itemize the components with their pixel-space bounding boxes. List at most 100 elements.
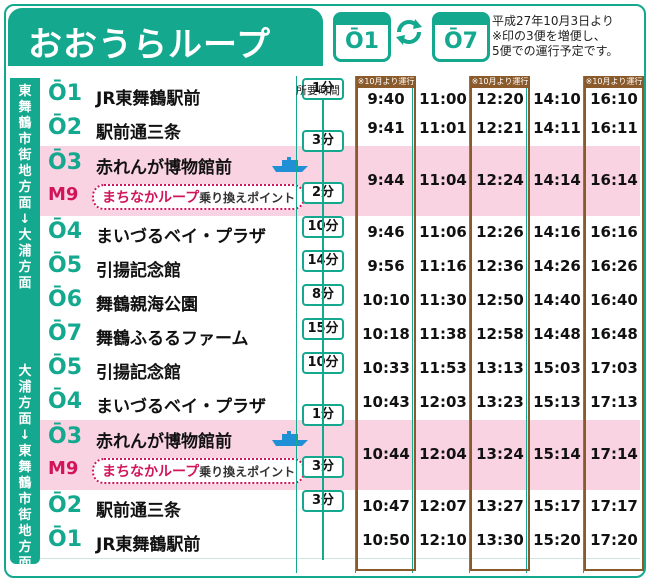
direction-char: 面 <box>18 196 32 211</box>
direction-char: 鶴 <box>18 116 32 131</box>
duration-header: 所要時間 <box>296 84 340 97</box>
transfer-point-label: 乗り換えポイント <box>199 465 296 479</box>
travel-duration: 1分 <box>302 78 344 100</box>
added-service-badge: ※10月より運行 <box>356 76 416 88</box>
route-start-label: Ō1 <box>344 29 379 54</box>
stop-code: Ō5 <box>48 355 83 380</box>
direction-char: 市 <box>18 132 32 147</box>
transfer-line-name: まちなかループ <box>102 190 200 206</box>
departure-time: 9:46 <box>367 223 405 241</box>
stop-name: まいづるベイ・プラザ <box>96 397 266 417</box>
departure-time: 12:58 <box>476 325 524 343</box>
departure-time: 15:14 <box>533 445 581 463</box>
direction-char: 地 <box>18 524 32 539</box>
departure-time: 14:40 <box>533 291 581 309</box>
stop-code: Ō1 <box>48 81 83 106</box>
departure-time: 12:10 <box>419 531 467 549</box>
page-title: おおうらループ <box>28 25 271 65</box>
departure-time: 10:18 <box>362 325 410 343</box>
departure-time: 16:16 <box>590 223 638 241</box>
departure-time: 11:16 <box>419 257 467 275</box>
departure-time: 12:07 <box>419 497 467 515</box>
transfer-code: M9 <box>48 458 79 479</box>
stop-name: 赤れんが博物館前 <box>96 158 232 178</box>
departure-time: 10:47 <box>362 497 410 515</box>
departure-time: 11:38 <box>419 325 467 343</box>
direction-char: 方 <box>18 260 32 275</box>
direction-char: 東 <box>18 84 32 99</box>
added-service-column: ※10月より運行 <box>470 76 530 571</box>
boat-icon <box>272 157 308 172</box>
direction-char: 鶴 <box>18 476 32 491</box>
direction-char: 方 <box>18 396 32 411</box>
stop-code: Ō1 <box>48 527 83 552</box>
departure-time: 10:10 <box>362 291 410 309</box>
departure-time: 10:50 <box>362 531 410 549</box>
stop-name: 駅前通三条 <box>96 123 181 143</box>
stop-name: まいづるベイ・プラザ <box>96 227 266 247</box>
direction-char: 地 <box>18 164 32 179</box>
departure-time: 11:30 <box>419 291 467 309</box>
direction-char: 市 <box>18 492 32 507</box>
departure-time: 10:44 <box>362 445 410 463</box>
duration-connector-line <box>322 100 324 560</box>
stop-code: Ō3 <box>48 150 83 175</box>
stop-name: 引揚記念館 <box>96 363 181 383</box>
stop-code: Ō7 <box>48 321 83 346</box>
stop-name: 舞鶴ふるるファーム <box>96 329 249 349</box>
timetable-row: Ō3赤れんが博物館前M9まちなかループ乗り換えポイント3分9:4411:0412… <box>40 130 640 216</box>
departure-time: 10:33 <box>362 359 410 377</box>
added-service-column: ※10月より運行 <box>356 76 416 571</box>
departure-time: 14:16 <box>533 223 581 241</box>
stop-name: JR東舞鶴駅前 <box>96 89 201 109</box>
direction-char: 街 <box>18 508 32 523</box>
stop-name: JR東舞鶴駅前 <box>96 535 201 555</box>
departure-time: 12:21 <box>476 119 524 137</box>
departure-time: 15:17 <box>533 497 581 515</box>
departure-time: 9:41 <box>367 119 405 137</box>
departure-time: 13:13 <box>476 359 524 377</box>
transfer-code: M9 <box>48 184 79 205</box>
departure-time: 12:50 <box>476 291 524 309</box>
direction-label-return: 大浦方面 ↓ 東舞鶴市街地方面 <box>10 364 40 572</box>
departure-time: 15:13 <box>533 393 581 411</box>
departure-time: 16:14 <box>590 171 638 189</box>
departure-time: 16:48 <box>590 325 638 343</box>
departure-time: 11:01 <box>419 119 467 137</box>
transfer-point-label: 乗り換えポイント <box>199 191 296 205</box>
transfer-line-name: まちなかループ <box>102 464 200 480</box>
transfer-point-badge: まちなかループ乗り換えポイント <box>92 184 306 210</box>
departure-time: 14:26 <box>533 257 581 275</box>
column-separator <box>469 76 470 573</box>
stop-code: Ō6 <box>48 287 83 312</box>
note-line: 平成27年10月3日より <box>492 14 614 28</box>
departure-time: 9:40 <box>367 90 405 108</box>
departure-time: 11:06 <box>419 223 467 241</box>
departure-time: 12:20 <box>476 90 524 108</box>
departure-time: 17:17 <box>590 497 638 515</box>
departure-time: 17:20 <box>590 531 638 549</box>
departure-time: 14:14 <box>533 171 581 189</box>
column-separator <box>355 76 356 573</box>
departure-time: 13:27 <box>476 497 524 515</box>
stop-name: 駅前通三条 <box>96 501 181 521</box>
direction-char: 大 <box>18 228 32 243</box>
column-separator <box>526 76 527 573</box>
departure-time: 13:24 <box>476 445 524 463</box>
departure-time: 14:48 <box>533 325 581 343</box>
direction-char: 面 <box>18 556 32 571</box>
direction-char: ↓ <box>19 212 31 227</box>
timetable-row: Ō2 駅前通三条 1分 9:41 11:01 12:21 14:11 16:11 <box>40 78 640 146</box>
row-divider <box>40 558 640 559</box>
direction-label-outbound: 東舞鶴市街地方面 ↓ 大浦方面 <box>10 84 40 292</box>
stop-code: Ō5 <box>48 253 83 278</box>
stop-code: Ō4 <box>48 389 83 414</box>
stop-code: Ō2 <box>48 115 83 140</box>
stop-name: 舞鶴親海公園 <box>96 295 198 315</box>
departure-time: 11:53 <box>419 359 467 377</box>
departure-time: 14:11 <box>533 119 581 137</box>
added-service-badge: ※10月より運行 <box>470 76 530 88</box>
